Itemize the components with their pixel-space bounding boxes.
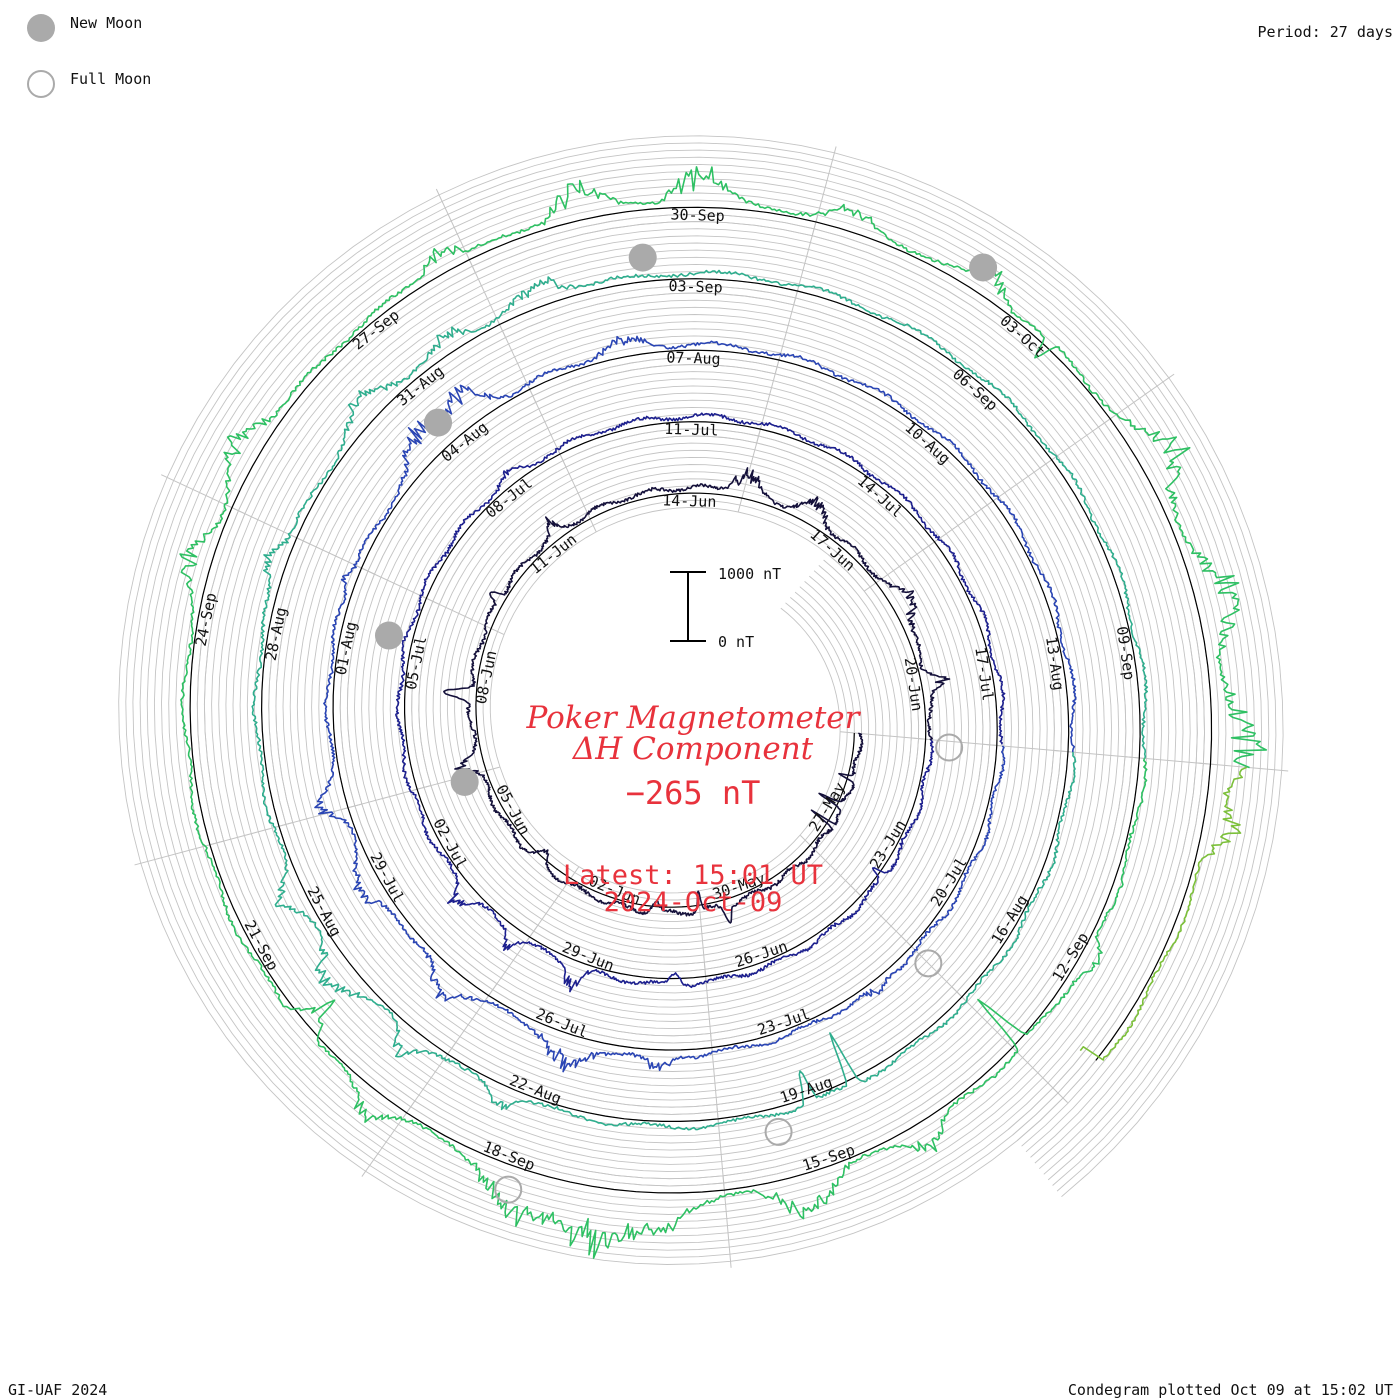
- day-spokes: [134, 146, 1289, 1268]
- date-label: 01-Aug: [332, 620, 361, 677]
- date-label: 05-Jul: [402, 635, 431, 692]
- new-moon-marker: [374, 621, 403, 650]
- day-spoke: [811, 146, 837, 236]
- legend-full-moon-label: Full Moon: [70, 70, 151, 88]
- full-moon-icon: [27, 70, 55, 98]
- trace-turn-2: [395, 412, 1006, 993]
- date-label: 11-Jun: [527, 530, 581, 578]
- date-label: 20-Jun: [901, 656, 927, 712]
- trace-turn-4: [251, 269, 1149, 1131]
- day-spoke: [1002, 1037, 1068, 1103]
- grid-ring: [175, 192, 1227, 1208]
- date-label: 24-Sep: [192, 591, 221, 648]
- date-label: 14-Jul: [854, 472, 906, 521]
- latest-date: 2024-Oct-09: [604, 887, 783, 918]
- date-label: 08-Jun: [472, 649, 501, 706]
- moon-markers: [374, 243, 998, 1204]
- new-moon-icon: [27, 14, 55, 42]
- date-label: 30-Sep: [670, 205, 725, 225]
- grid-ring: [132, 149, 1270, 1251]
- date-label: 27-May: [805, 779, 849, 835]
- grid-ring: [168, 185, 1234, 1215]
- date-label: 08-Jul: [482, 474, 536, 522]
- latest-time: Latest: 15:01 UT: [563, 860, 823, 891]
- full-moon-marker: [764, 1117, 793, 1146]
- date-label: 09-Sep: [1113, 625, 1139, 681]
- date-label: 03-Oct: [996, 312, 1048, 361]
- date-label: 28-Aug: [262, 606, 291, 663]
- grid-ring: [161, 178, 1241, 1223]
- plotted-label: Condegram plotted Oct 09 at 15:02 UT: [1068, 1381, 1393, 1399]
- grid-ring: [125, 142, 1277, 1258]
- date-label: 11-Jul: [664, 420, 719, 440]
- date-label: 07-Aug: [666, 348, 721, 368]
- full-moon-marker: [914, 949, 943, 978]
- date-label: 06-Sep: [949, 365, 1001, 414]
- scale-bar: 1000 nT 0 nT: [670, 565, 781, 651]
- day-spoke: [1098, 373, 1175, 428]
- chart-title: Poker Magnetometer: [526, 700, 862, 736]
- date-label: 19-Aug: [778, 1073, 835, 1107]
- new-moon-marker: [450, 767, 479, 796]
- date-label: 10-Aug: [901, 418, 953, 467]
- chart-subtitle: ΔH Component: [572, 731, 814, 767]
- date-label: 18-Sep: [481, 1138, 538, 1175]
- legend: New Moon Full Moon: [27, 14, 151, 98]
- date-label: 29-Jun: [560, 938, 617, 975]
- credit-label: GI-UAF 2024: [8, 1381, 107, 1399]
- period-label: Period: 27 days: [1258, 23, 1393, 41]
- date-label: 14-Jun: [662, 491, 717, 511]
- full-moon-marker: [494, 1175, 523, 1204]
- day-spoke: [722, 1176, 732, 1268]
- legend-new-moon-label: New Moon: [70, 14, 142, 32]
- current-value: −265 nT: [626, 774, 761, 812]
- date-label: 17-Jul: [971, 646, 997, 702]
- new-moon-marker: [424, 408, 453, 437]
- date-label: 13-Aug: [1042, 635, 1068, 691]
- trace-turn-6: [1079, 766, 1248, 1061]
- date-label: 29-Jul: [366, 849, 408, 905]
- scale-top-label: 1000 nT: [718, 565, 781, 583]
- trace-turn-3: [314, 335, 1077, 1073]
- full-moon-marker: [935, 733, 964, 762]
- day-spoke: [134, 840, 224, 866]
- day-spoke: [161, 474, 245, 515]
- date-label: 26-Jun: [733, 937, 790, 971]
- day-spoke: [361, 1100, 416, 1177]
- date-label: 23-Jul: [755, 1005, 812, 1039]
- date-label: 15-Sep: [800, 1141, 857, 1175]
- date-label: 31-Aug: [393, 362, 447, 410]
- zero-baseline: [189, 206, 1213, 1194]
- new-moon-marker: [628, 243, 657, 272]
- baseline-spiral: [189, 206, 1213, 1194]
- new-moon-marker: [969, 253, 998, 282]
- day-spoke: [1196, 762, 1289, 772]
- date-label: 03-Sep: [668, 277, 723, 297]
- grid-ring: [153, 171, 1248, 1230]
- trace-turn-1: [443, 467, 951, 924]
- grid-ring: [146, 163, 1255, 1237]
- scale-bottom-label: 0 nT: [718, 633, 754, 651]
- grid-ring: [139, 156, 1263, 1244]
- day-spoke: [435, 188, 476, 273]
